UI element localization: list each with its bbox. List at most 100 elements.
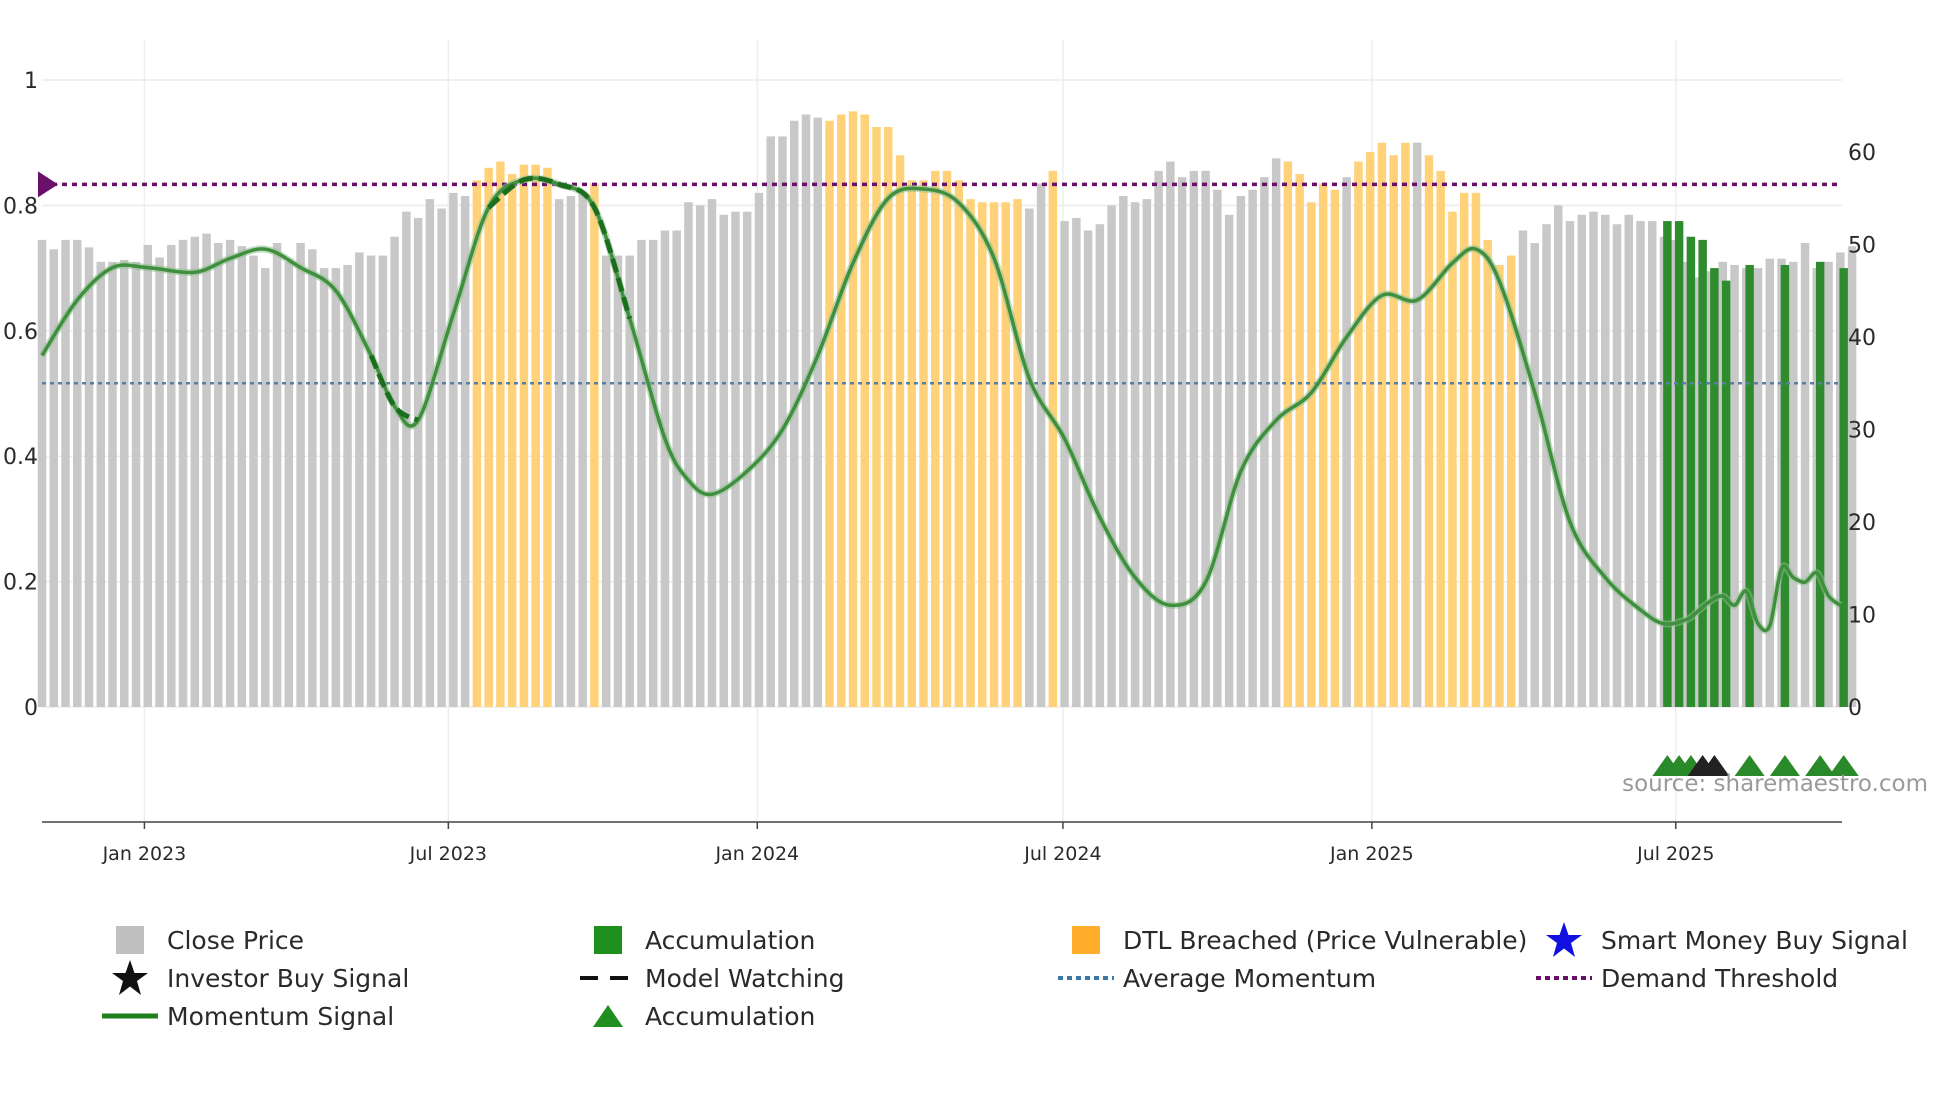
- close-price-bar: [390, 236, 399, 707]
- close-price-bar: [731, 211, 740, 708]
- dtl-breached-bar: [1307, 202, 1316, 707]
- close-price-bar: [695, 205, 705, 707]
- close-price-bar: [1342, 177, 1351, 707]
- left-tick-label: 0: [24, 696, 38, 721]
- dtl-breached-bar: [1295, 174, 1304, 708]
- dtl-breached-bar: [825, 120, 834, 707]
- x-tick-label: Jul 2025: [1636, 843, 1714, 865]
- close-price-bar: [719, 214, 728, 707]
- dtl-breached-bar: [907, 180, 917, 707]
- dtl-breached-bar: [1377, 142, 1387, 707]
- x-tick-label: Jan 2024: [714, 843, 799, 865]
- close-price-bar: [272, 243, 282, 707]
- close-price-bar: [331, 268, 341, 707]
- close-price-bar: [778, 136, 787, 707]
- close-price-bar: [343, 264, 352, 707]
- close-price-bar: [601, 255, 611, 707]
- dtl-breached-bar: [837, 114, 846, 708]
- close-price-bar: [1025, 208, 1034, 707]
- momentum-signal-group: [39, 174, 1843, 635]
- close-price-bar: [437, 208, 446, 707]
- right-tick-label: 30: [1848, 419, 1876, 444]
- close-price-bar: [167, 244, 176, 707]
- close-price-bar: [319, 268, 329, 707]
- left-tick-label: 0.8: [3, 194, 38, 219]
- close-price-bar: [742, 211, 752, 708]
- close-price-bar: [1213, 189, 1222, 708]
- close-price-bar: [1800, 243, 1810, 707]
- accumulation-bar: [1815, 261, 1825, 707]
- close-price-bar: [378, 255, 388, 707]
- dtl-breached-bar: [919, 180, 928, 707]
- close-price-bar: [1518, 230, 1528, 708]
- close-price-bar: [1154, 170, 1163, 708]
- close-price-bar: [1554, 205, 1563, 707]
- demand-threshold-marker: [38, 171, 58, 198]
- close-price-bar: [449, 192, 458, 708]
- x-tick-label: Jan 2025: [1329, 843, 1414, 865]
- close-price-bar: [1636, 221, 1645, 707]
- close-price-bar: [402, 211, 411, 708]
- close-price-bar: [1036, 183, 1046, 707]
- left-tick-label: 0.4: [3, 445, 38, 470]
- close-price-bar: [214, 243, 223, 707]
- model-watching-segment: [487, 175, 633, 320]
- dtl-breached-bar: [484, 167, 493, 707]
- left-tick-label: 0.2: [3, 571, 38, 596]
- close-price-bar: [625, 255, 634, 707]
- close-price-bar: [143, 244, 153, 707]
- close-price-bar: [1130, 202, 1140, 707]
- close-price-bar: [178, 239, 188, 707]
- dtl-breached-bar: [884, 127, 893, 707]
- close-price-bar: [366, 255, 376, 707]
- signal-markers: [1652, 755, 1859, 776]
- right-tick-label: 10: [1848, 604, 1876, 629]
- close-price-bar: [754, 192, 764, 708]
- accumulation-marker: [1734, 755, 1765, 776]
- right-tick-label: 60: [1848, 141, 1876, 166]
- close-price-bar: [296, 243, 305, 707]
- close-price-bar: [1271, 158, 1281, 707]
- accumulation-bar: [1780, 264, 1790, 707]
- dtl-breached-bar: [519, 164, 529, 707]
- close-price-bar: [1095, 224, 1105, 707]
- close-price-bar: [1166, 161, 1175, 707]
- close-price-bar: [37, 239, 47, 707]
- close-price-bar: [120, 259, 129, 707]
- dtl-breached-bar: [1459, 192, 1469, 708]
- right-tick-label: 20: [1848, 511, 1876, 536]
- right-tick-label: 0: [1848, 696, 1862, 721]
- dtl-breached-bar: [989, 202, 999, 707]
- x-tick-label: Jul 2023: [409, 843, 487, 865]
- close-price-bar: [1847, 246, 1857, 707]
- dtl-breached-bar: [472, 180, 482, 707]
- dtl-breached-bar: [1001, 202, 1011, 707]
- dtl-breached-bar: [1365, 152, 1375, 708]
- close-price-bar: [1589, 211, 1598, 708]
- dtl-breached-bar: [1495, 264, 1504, 707]
- close-price-bar: [1060, 221, 1069, 707]
- model-watching-segment: [368, 354, 420, 423]
- accumulation-bar: [1721, 280, 1731, 707]
- accumulation-bar: [1698, 239, 1707, 707]
- dtl-breached-bar: [496, 161, 505, 707]
- accumulation-bar: [1839, 268, 1848, 707]
- dtl-breached-bar: [1318, 183, 1328, 707]
- close-price-bar: [202, 233, 211, 708]
- dtl-breached-bars: [472, 111, 1516, 708]
- axes: Jan 2023 Jul 2023 Jan 2024 Jul 2024 Jan 2025…: [3, 69, 1876, 865]
- x-tick-label: Jan 2023: [102, 843, 187, 865]
- close-price-bar: [1765, 258, 1775, 707]
- close-price-bar: [1083, 230, 1093, 708]
- close-price-bar: [1730, 264, 1739, 707]
- close-price-bar: [308, 249, 317, 708]
- accumulation-bars: [1663, 221, 1848, 707]
- investor-buy-marker: [1699, 755, 1730, 776]
- accumulation-bar: [1663, 221, 1672, 707]
- dtl-breached-bar: [942, 170, 952, 708]
- dtl-breached-bar: [860, 114, 869, 708]
- close-price-bar: [1753, 268, 1763, 707]
- close-price-bar: [49, 249, 58, 708]
- accumulation-bar: [1745, 264, 1754, 707]
